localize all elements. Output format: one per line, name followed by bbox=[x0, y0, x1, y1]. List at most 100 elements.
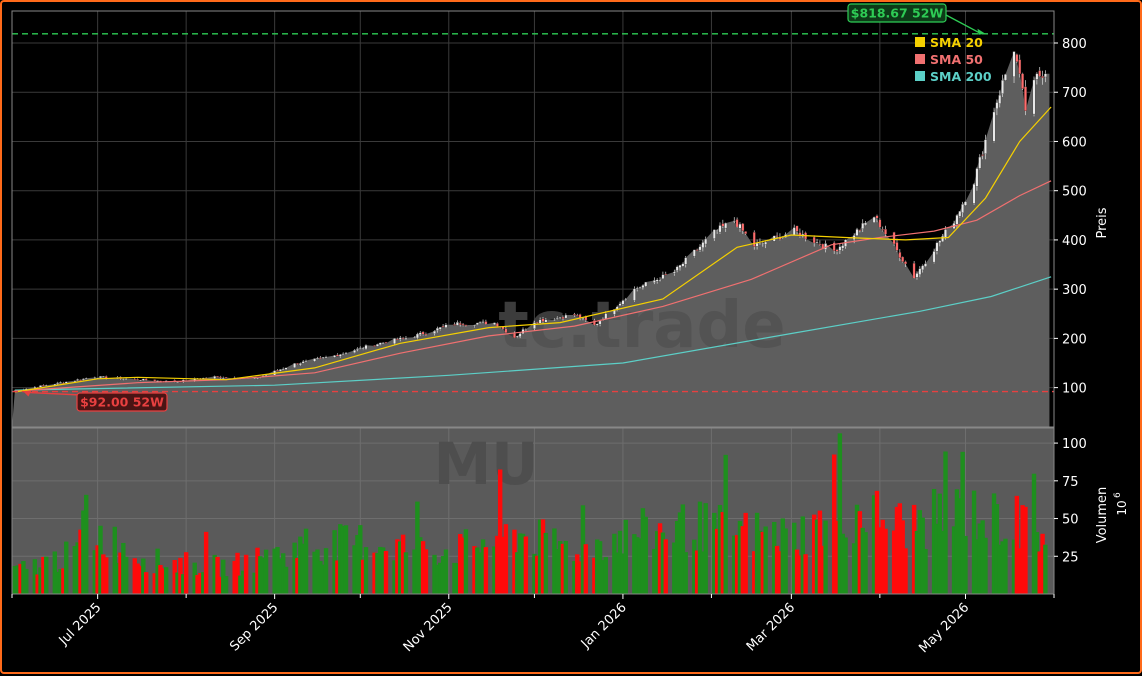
volume-bar bbox=[272, 548, 277, 594]
volume-bar bbox=[92, 550, 97, 594]
volume-bar bbox=[754, 512, 760, 594]
volume-tick-label: 75 bbox=[1062, 475, 1079, 490]
volume-bar bbox=[772, 521, 777, 594]
candle bbox=[353, 349, 356, 354]
candle bbox=[715, 229, 719, 234]
candle-body bbox=[795, 225, 799, 232]
candle bbox=[558, 317, 562, 320]
candle bbox=[1021, 72, 1024, 90]
candle-body bbox=[413, 337, 416, 339]
price-tick-label: 800 bbox=[1062, 37, 1087, 52]
volume-bar bbox=[300, 543, 306, 594]
candle bbox=[575, 313, 579, 317]
candle bbox=[216, 376, 219, 378]
volume-bar bbox=[871, 495, 877, 594]
volume-bar bbox=[243, 554, 249, 594]
candle-body bbox=[438, 327, 442, 330]
candle-body bbox=[815, 241, 819, 244]
candle bbox=[881, 226, 885, 232]
candle-body bbox=[316, 357, 319, 360]
candle bbox=[221, 376, 225, 380]
candle-body bbox=[695, 249, 699, 251]
candle bbox=[798, 228, 802, 238]
candle bbox=[378, 342, 382, 346]
volume-bar bbox=[877, 527, 883, 594]
candle-body bbox=[219, 376, 222, 378]
volume-bar bbox=[221, 559, 226, 594]
candle-body bbox=[441, 326, 445, 328]
volume-bar bbox=[355, 534, 360, 594]
candle-body bbox=[533, 322, 536, 330]
volume-bar bbox=[517, 533, 523, 594]
volume-bar bbox=[398, 541, 403, 594]
volume-bar bbox=[823, 520, 828, 594]
candle-body bbox=[638, 287, 642, 289]
low-52w-arrow bbox=[29, 391, 82, 396]
candle bbox=[324, 355, 328, 359]
candle bbox=[832, 241, 836, 254]
volume-bar bbox=[403, 552, 409, 594]
candle-body bbox=[1012, 51, 1016, 77]
volume-bar bbox=[195, 574, 200, 594]
candle bbox=[376, 343, 379, 347]
volume-bar bbox=[737, 520, 743, 594]
price-tick-label: 500 bbox=[1062, 185, 1087, 200]
volume-bar bbox=[674, 520, 680, 594]
volume-bar bbox=[178, 557, 183, 594]
candle-body bbox=[141, 378, 145, 381]
candle bbox=[515, 335, 519, 339]
candle bbox=[764, 240, 768, 249]
candle bbox=[484, 319, 488, 326]
candle bbox=[1032, 76, 1036, 117]
candle-body bbox=[336, 354, 339, 357]
volume-bar bbox=[38, 567, 43, 594]
candle bbox=[964, 201, 967, 206]
candle bbox=[121, 378, 125, 381]
candle-body bbox=[1015, 54, 1019, 62]
candle bbox=[1041, 70, 1044, 85]
candle-body bbox=[493, 322, 496, 325]
volume-exponent: 10 6 bbox=[1113, 492, 1129, 516]
legend-label: SMA 200 bbox=[930, 69, 992, 84]
candle-body bbox=[518, 333, 522, 337]
candle-body bbox=[458, 322, 462, 325]
volume-bar bbox=[132, 558, 137, 594]
volume-bar bbox=[620, 553, 626, 594]
candle bbox=[732, 217, 736, 224]
volume-bar bbox=[15, 565, 20, 594]
candle bbox=[958, 211, 962, 218]
volume-bar bbox=[580, 505, 586, 594]
candle bbox=[438, 327, 442, 331]
candle-body bbox=[595, 323, 599, 326]
candle-body bbox=[752, 232, 756, 247]
volume-bar bbox=[101, 554, 106, 594]
volume-bar bbox=[615, 552, 620, 594]
volume-axis-label: Volumen bbox=[1095, 487, 1110, 544]
candle-body bbox=[924, 263, 927, 267]
candle-body bbox=[1038, 70, 1042, 77]
volume-bar bbox=[172, 559, 177, 594]
candle-body bbox=[818, 243, 822, 246]
volume-bar bbox=[212, 554, 217, 594]
volume-bar bbox=[557, 541, 563, 594]
candle-body bbox=[938, 240, 942, 244]
candle-body bbox=[313, 358, 316, 362]
candle-body bbox=[895, 242, 899, 251]
candle bbox=[1044, 70, 1047, 83]
high-52w-arrow bbox=[945, 14, 980, 34]
candle bbox=[818, 240, 822, 246]
volume-bar bbox=[797, 555, 803, 594]
candle bbox=[632, 286, 636, 302]
candle bbox=[219, 375, 222, 379]
candle-body bbox=[744, 231, 748, 234]
candle-body bbox=[301, 361, 305, 364]
volume-bar bbox=[720, 512, 726, 594]
volume-bar bbox=[241, 570, 246, 594]
candle-body bbox=[513, 333, 516, 339]
candle-body bbox=[652, 280, 656, 283]
volume-bar bbox=[380, 547, 386, 594]
volume-bar bbox=[21, 561, 26, 594]
candle-body bbox=[915, 273, 919, 278]
candle bbox=[433, 330, 436, 336]
volume-bar bbox=[994, 504, 1000, 594]
